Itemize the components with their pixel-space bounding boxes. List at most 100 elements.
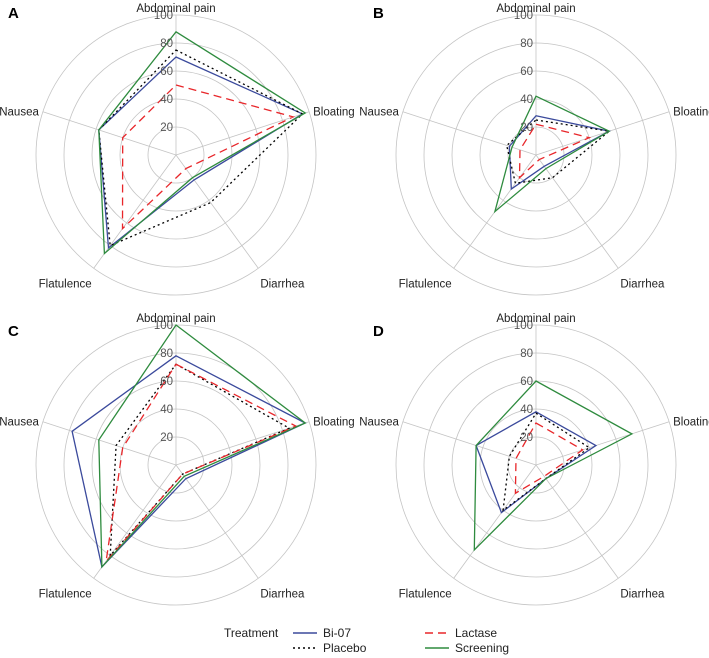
panel-b-tick-label: 40 [520,94,533,106]
panel-c-axis-label-diarrhea: Diarrhea [260,588,305,600]
panel-d-axis-label-flatulence: Flatulence [399,588,452,600]
panel-d-tick-label: 60 [520,376,533,388]
legend-title: Treatment [224,626,279,640]
panel-a-axis-label-diarrhea: Diarrhea [260,278,305,290]
panel-a-label: A [8,5,19,22]
panel-b-spokes [402,15,670,269]
panel-b-axis-label-bloating: Bloating [673,107,709,119]
panel-a-series-placebo [98,49,304,247]
panel-a-series-lactase [121,84,296,231]
panel-a-spoke [93,154,177,269]
panel-b-axis-label-abdominal-pain: Abdominal pain [496,3,575,15]
panel-c-series-lactase [105,363,298,564]
panel-a-tick-label: 40 [160,94,173,106]
panel-b-series-screening [493,95,611,214]
legend-item-lactase: Lactase [425,626,497,640]
panel-c-series [71,324,307,569]
panel-c-spoke [42,421,177,466]
panel-b-spoke [535,111,670,156]
panel-d-spoke [453,464,537,579]
legend-label-screening: Screening [455,641,509,655]
panel-a-axis-label-abdominal-pain: Abdominal pain [136,3,215,15]
panel-b-series-placebo [505,119,611,185]
panel-c-spoke [175,464,259,579]
panel-d-spoke [535,464,619,579]
panel-b-axis-labels: Abdominal pain Bloating Diarrhea Flatulence… [359,3,709,290]
panel-b-series-bi-07 [508,115,612,191]
panel-d-spokes [402,325,670,579]
legend-label-placebo: Placebo [323,641,367,655]
panel-a-spoke [175,111,310,156]
panel-c-axis-label-abdominal-pain: Abdominal pain [136,313,215,325]
panel-b-axis-label-diarrhea: Diarrhea [620,278,665,290]
panel-a-series [98,30,307,255]
legend-item-bi-07: Bi-07 [293,626,351,640]
panel-d: 20 40 60 80 100 Abdominal pain Bloating Diarrh… [359,313,709,606]
legend-item-placebo: Placebo [293,641,367,655]
panel-c-tick-label: 100 [154,320,173,332]
panel-d-axis-labels: Abdominal pain Bloating Diarrhea Flatulence… [359,313,709,600]
panel-a-series-screening [98,30,307,255]
panel-c-series-bi-07 [71,355,307,569]
panel-d-series-bi-07 [475,411,598,514]
panel-b-ticks: 20 40 60 80 100 [514,10,533,134]
panel-d-axis-label-diarrhea: Diarrhea [620,588,665,600]
panel-b-tick-label: 80 [520,38,533,50]
panel-a-ticks: 20 40 60 80 100 [154,10,173,134]
panel-c: 20 40 60 80 100 Abdominal pain Bloating Diarrh… [0,313,355,606]
panel-c-tick-label: 60 [160,376,173,388]
panel-c-axis-label-nausea: Nausea [0,417,39,429]
panel-d-ticks: 20 40 60 80 100 [514,320,533,444]
panel-c-tick-label: 20 [160,432,173,444]
panel-b: 20 40 60 80 100 Abdominal pain Bloating Diarrh… [359,3,709,296]
panel-c-tick-label: 80 [160,348,173,360]
panel-a-axis-label-flatulence: Flatulence [39,278,92,290]
panel-d-series-lactase [514,422,584,495]
panel-a-tick-label: 100 [154,10,173,22]
panel-b-series [493,95,612,214]
panel-b-label: B [373,5,384,22]
panel-c-ticks: 20 40 60 80 100 [154,320,173,444]
panel-a-spokes [42,15,310,269]
panel-d-series [473,380,634,552]
panel-a-tick-label: 20 [160,122,173,134]
panel-d-label: D [373,323,384,340]
panel-d-axis-label-nausea: Nausea [359,417,399,429]
panel-b-tick-label: 60 [520,66,533,78]
panel-b-spoke [402,111,537,156]
panel-c-tick-label: 40 [160,404,173,416]
panel-d-spoke [402,421,537,466]
panel-d-tick-label: 20 [520,432,533,444]
panel-d-spoke [535,421,670,466]
panel-b-tick-label: 100 [514,10,533,22]
panel-a-axis-label-bloating: Bloating [313,107,355,119]
panel-a-spoke [175,154,259,269]
panel-b-spoke [535,154,619,269]
panel-c-spoke [93,464,177,579]
panel-c-spokes [42,325,310,579]
panel-b-grid [395,14,677,296]
panel-d-axis-label-bloating: Bloating [673,417,709,429]
panel-d-tick-label: 40 [520,404,533,416]
panel-a-tick-label: 60 [160,66,173,78]
panel-c-label: C [8,323,19,340]
panel-a-axis-label-nausea: Nausea [0,107,39,119]
panel-c-axis-label-flatulence: Flatulence [39,588,92,600]
panel-d-series-screening [473,380,634,552]
legend-label-bi-07: Bi-07 [323,626,351,640]
panel-c-series-screening [98,324,307,569]
panel-b-axis-label-flatulence: Flatulence [399,278,452,290]
panel-c-axis-labels: Abdominal pain Bloating Diarrhea Flatulence… [0,313,355,600]
legend-label-lactase: Lactase [455,626,497,640]
panel-d-axis-label-abdominal-pain: Abdominal pain [496,313,575,325]
panel-a: 20 40 60 80 100 Abdominal pain Bloating Diarrh… [0,3,355,296]
panel-d-tick-label: 80 [520,348,533,360]
panel-c-axis-label-bloating: Bloating [313,417,355,429]
panel-a-tick-label: 80 [160,38,173,50]
panel-b-tick-label: 20 [520,122,533,134]
panel-a-spoke [42,111,177,156]
panel-b-series-lactase [518,123,592,180]
